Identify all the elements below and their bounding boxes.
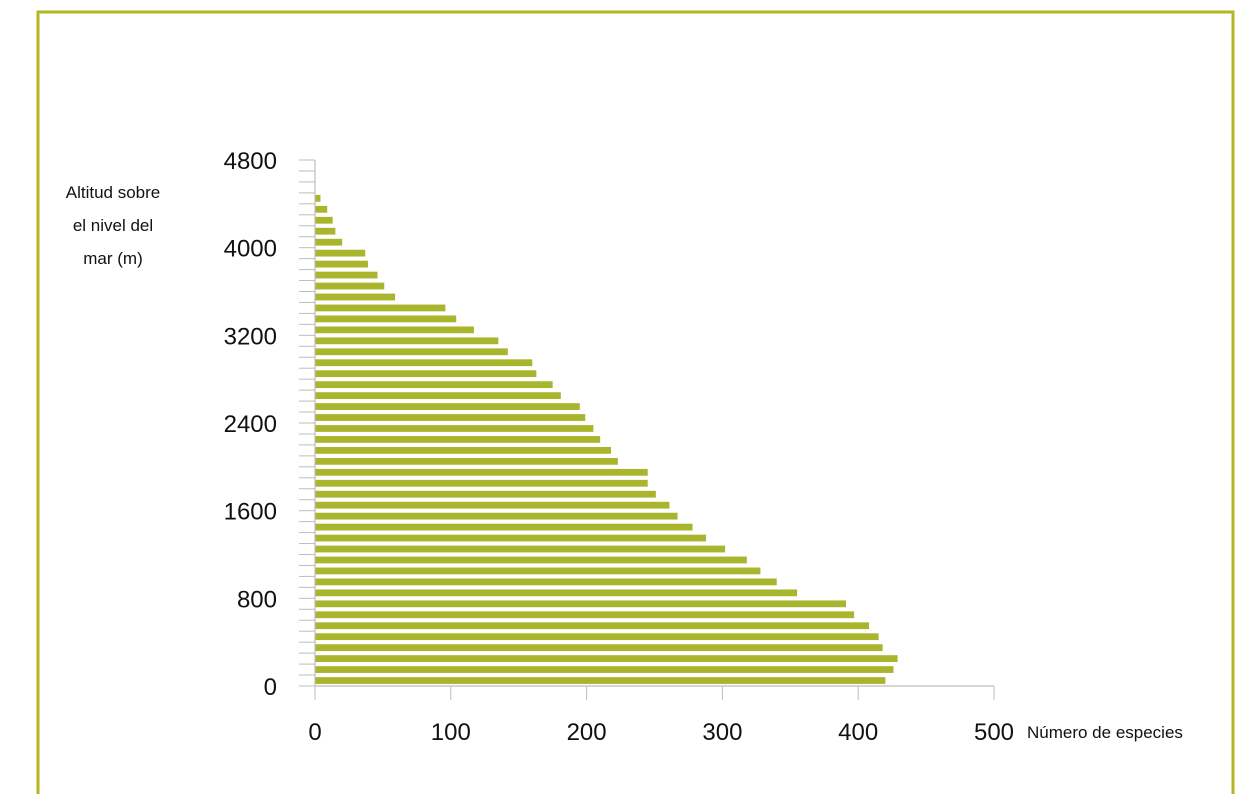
bar [315, 425, 594, 432]
y-tick-label: 2400 [224, 411, 277, 438]
bars-group [315, 194, 898, 684]
bar [315, 238, 343, 246]
bar [315, 622, 870, 630]
bar [315, 677, 886, 684]
bar [315, 545, 726, 553]
y-tick-label: 4000 [224, 236, 277, 263]
bar [315, 501, 670, 509]
bar [315, 348, 508, 356]
bar [315, 205, 328, 213]
bar [315, 260, 368, 268]
x-tick-label: 100 [431, 719, 471, 746]
y-axis-title-line-3: mar (m) [83, 249, 142, 268]
bar [315, 381, 553, 389]
bar [315, 556, 747, 564]
bar [315, 644, 883, 652]
bar [315, 457, 618, 465]
bar [315, 403, 580, 410]
bar [315, 282, 385, 290]
x-tick-label: 0 [308, 719, 321, 746]
bar [315, 304, 446, 312]
y-axis-title-line-2: el nivel del [73, 216, 153, 235]
bar [315, 567, 761, 575]
bar [315, 589, 798, 597]
y-tick-label: 3200 [224, 323, 277, 350]
x-axis-title: Número de especies [1027, 723, 1183, 742]
y-tick-label: 4800 [224, 148, 277, 175]
bar [315, 337, 499, 345]
bar [315, 490, 656, 498]
bar [315, 436, 601, 443]
bar [315, 271, 378, 279]
bar [315, 600, 846, 608]
y-axis-title-line-1: Altitud sobre [66, 183, 161, 202]
bar [315, 293, 396, 301]
bar [315, 392, 561, 400]
x-tick-label: 400 [838, 719, 878, 746]
bar [315, 512, 678, 520]
bar [315, 534, 707, 542]
bar [315, 216, 333, 224]
bar [315, 666, 894, 673]
bar [315, 414, 586, 421]
bar [315, 227, 336, 235]
y-tick-label: 800 [237, 586, 277, 613]
bar [315, 611, 855, 619]
bar [315, 446, 612, 454]
bar [315, 370, 537, 378]
y-tick-label: 1600 [224, 499, 277, 526]
bar [315, 326, 474, 334]
x-tick-label: 500 [974, 719, 1014, 746]
bar [315, 468, 648, 476]
x-tick-label: 300 [702, 719, 742, 746]
bar [315, 479, 648, 487]
bar [315, 655, 898, 663]
bar [315, 523, 693, 531]
bar [315, 249, 366, 257]
bar [315, 315, 457, 323]
y-tick-label: 0 [264, 674, 277, 701]
bar [315, 633, 879, 641]
x-tick-label: 200 [567, 719, 607, 746]
frame-border [36, 10, 1235, 794]
x-axis: 0 100 200 300 400 500 [308, 685, 1014, 746]
y-axis: 0 800 1600 2400 3200 4000 4800 [224, 148, 316, 701]
bar [315, 578, 777, 586]
bar [315, 359, 533, 367]
bar [315, 194, 321, 202]
y-axis-title: Altitud sobre el nivel del mar (m) [66, 183, 161, 268]
